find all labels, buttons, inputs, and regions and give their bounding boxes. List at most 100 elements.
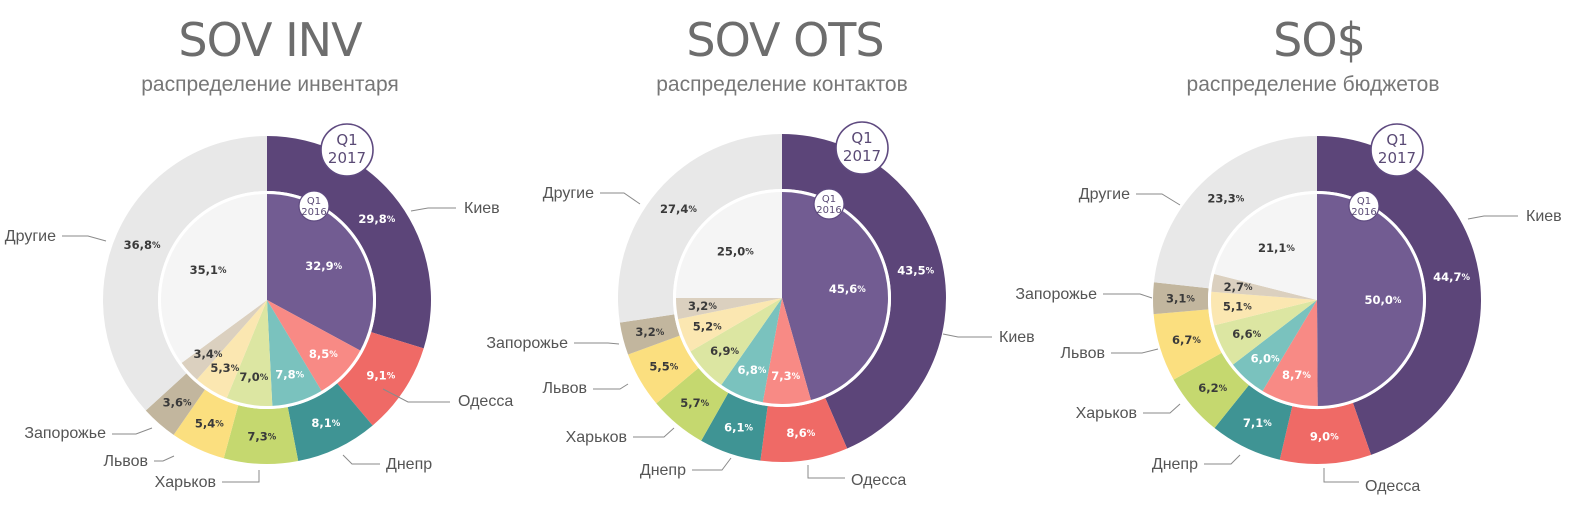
inner-slice-3 xyxy=(267,300,322,406)
chart-title: SO$ xyxy=(1273,13,1365,67)
outer-value-label: 8,1% xyxy=(311,416,340,430)
outer-slice-6 xyxy=(1153,282,1209,315)
ring-separator xyxy=(1208,191,1426,409)
inner-value-label: 32,9% xyxy=(305,259,342,273)
leader-line xyxy=(342,454,380,465)
outer-value-label: 3,1% xyxy=(1166,291,1195,305)
outer-value-label: 3,6% xyxy=(163,395,192,409)
inner-slice-4 xyxy=(226,300,273,406)
outer-slice-4 xyxy=(223,405,299,465)
badge-2017-year: 2017 xyxy=(328,149,366,167)
outer-slice-6 xyxy=(145,373,205,435)
inner-slice-1 xyxy=(782,191,889,400)
inner-value-label: 8,5% xyxy=(309,346,338,360)
outer-slice-5 xyxy=(1153,309,1222,380)
inner-slice-4 xyxy=(1214,300,1317,365)
category-label: Харьков xyxy=(155,474,216,491)
outer-slice-1 xyxy=(782,134,946,449)
inner-slice-2 xyxy=(1262,300,1318,406)
outer-slice-3 xyxy=(701,392,768,461)
leader-line xyxy=(600,192,641,205)
category-label: Днепр xyxy=(640,462,686,479)
chart-subtitle: распределение бюджетов xyxy=(1187,73,1440,96)
badge-2016 xyxy=(1348,190,1380,222)
category-label: Днепр xyxy=(386,456,432,473)
inner-slice-6 xyxy=(676,298,782,320)
inner-value-label: 2,7% xyxy=(1224,280,1253,294)
inner-slice-6 xyxy=(181,300,267,380)
inner-value-label: 8,7% xyxy=(1282,368,1311,382)
leader-line xyxy=(574,342,620,345)
outer-value-label: 9,1% xyxy=(366,368,395,382)
outer-slice-5 xyxy=(173,389,239,459)
chart-subtitle: распределение инвентаря xyxy=(141,73,399,96)
outer-slice-7 xyxy=(1153,136,1317,289)
badge-2017-quarter: Q1 xyxy=(1386,131,1407,149)
chart-so-budget: SO$ распределение бюджетов 44,7% 9,0% 7,1%… xyxy=(1015,13,1561,495)
inner-value-label: 35,1% xyxy=(190,263,227,277)
outer-value-label: 7,3% xyxy=(247,429,276,443)
inner-value-label: 21,1% xyxy=(1258,240,1295,254)
category-label: Запорожье xyxy=(486,335,568,352)
leader-line xyxy=(112,427,153,435)
outer-slice-7 xyxy=(618,134,782,323)
category-label: Харьков xyxy=(566,429,627,446)
leader-line xyxy=(593,383,629,390)
inner-value-label: 5,2% xyxy=(693,319,722,333)
inner-value-label: 6,0% xyxy=(1251,351,1280,365)
category-label: Запорожье xyxy=(1015,286,1097,303)
badge-2016 xyxy=(298,190,330,222)
ring-separator xyxy=(673,189,891,407)
category-label: Киев xyxy=(464,200,500,217)
badge-2016-year: 2016 xyxy=(816,205,841,216)
outer-slice-3 xyxy=(287,383,373,462)
inner-slice-6 xyxy=(1211,274,1317,300)
leader-line xyxy=(633,427,675,438)
leader-line xyxy=(1323,468,1359,483)
inner-slice-2 xyxy=(762,298,811,404)
inner-value-label: 5,3% xyxy=(210,360,239,374)
inner-value-label: 6,9% xyxy=(710,343,739,357)
badge-2016-quarter: Q1 xyxy=(822,194,836,205)
inner-value-label: 25,0% xyxy=(717,244,754,258)
outer-value-label: 9,0% xyxy=(1310,429,1339,443)
category-label: Киев xyxy=(999,329,1035,346)
outer-value-label: 29,8% xyxy=(358,211,395,225)
outer-slice-4 xyxy=(656,368,729,441)
category-label: Львов xyxy=(1060,345,1105,362)
badge-2017 xyxy=(320,123,374,177)
category-label: Киев xyxy=(1526,208,1562,225)
outer-value-label: 7,1% xyxy=(1243,415,1272,429)
inner-value-label: 6,8% xyxy=(737,362,766,376)
outer-slice-1 xyxy=(267,136,431,349)
inner-value-label: 50,0% xyxy=(1365,292,1402,306)
outer-value-label: 5,5% xyxy=(649,359,678,373)
chart-subtitle: распределение контактов xyxy=(656,73,908,96)
inner-slice-7 xyxy=(676,192,782,298)
category-label: Одесса xyxy=(851,472,906,489)
donut-chart: 43,5% 8,6% 6,1% 5,7% 5,5% 3,2% 27,4% 45,6% 7,3% 6… xyxy=(486,121,1035,489)
inner-slice-1 xyxy=(1317,194,1424,406)
category-label: Львов xyxy=(542,380,587,397)
outer-value-label: 44,7% xyxy=(1433,270,1470,284)
inner-slice-7 xyxy=(161,194,267,363)
outer-value-label: 6,2% xyxy=(1198,381,1227,395)
inner-slice-7 xyxy=(1214,194,1317,300)
outer-slice-1 xyxy=(1317,136,1481,455)
outer-value-label: 6,7% xyxy=(1172,332,1201,346)
category-label: Днепр xyxy=(1152,456,1198,473)
outer-slice-7 xyxy=(103,136,268,411)
inner-value-label: 7,0% xyxy=(239,369,268,383)
inner-slice-4 xyxy=(690,298,782,385)
inner-slice-5 xyxy=(1211,291,1317,326)
leader-line xyxy=(942,333,992,338)
badge-2017 xyxy=(1370,123,1424,177)
badge-2016-year: 2016 xyxy=(1351,207,1376,218)
inner-value-label: 7,3% xyxy=(771,368,800,382)
outer-slice-4 xyxy=(1173,352,1249,429)
outer-slice-3 xyxy=(1214,385,1293,460)
inner-value-label: 45,6% xyxy=(829,281,866,295)
badge-2017-year: 2017 xyxy=(843,147,881,165)
chart-title: SOV INV xyxy=(178,13,363,67)
